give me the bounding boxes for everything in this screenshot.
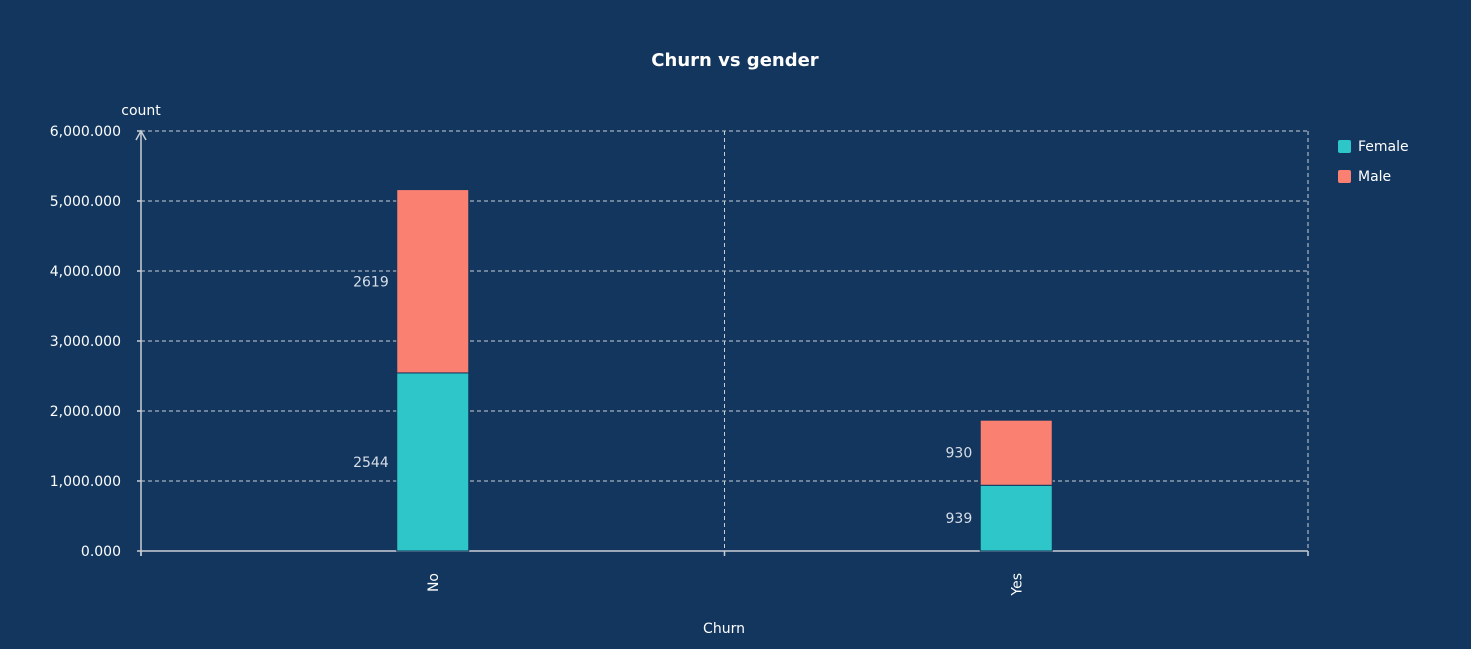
data-label-female-no: 2544 — [353, 455, 389, 471]
data-labels: 2544 2619 939 930 — [353, 274, 972, 527]
data-label-male-yes: 930 — [946, 446, 973, 462]
y-tick-label: 3,000.000 — [50, 334, 121, 350]
legend-label: Male — [1358, 169, 1391, 185]
chart-title: Churn vs gender — [651, 50, 819, 71]
x-tick-label: No — [426, 573, 442, 592]
legend-swatch — [1338, 140, 1351, 153]
y-tick-label: 5,000.000 — [50, 194, 121, 210]
legend-item-male[interactable]: Male — [1338, 169, 1391, 185]
x-axis-title: Churn — [703, 621, 745, 637]
legend: Female Male — [1338, 139, 1409, 185]
axes: 0.000 1,000.000 2,000.000 3,000.000 4,000.00… — [50, 124, 1309, 597]
data-label-female-yes: 939 — [946, 511, 973, 527]
legend-swatch — [1338, 170, 1351, 183]
y-tick-label: 4,000.000 — [50, 264, 121, 280]
bar-male-no — [396, 189, 470, 374]
bar-male-yes — [979, 419, 1053, 486]
y-axis-title: count — [121, 103, 161, 119]
legend-label: Female — [1358, 139, 1409, 155]
y-axis-arrow — [135, 129, 147, 141]
bar-female-yes — [979, 484, 1053, 552]
gridlines — [141, 130, 1309, 551]
y-tick-label: 0.000 — [81, 544, 121, 560]
legend-item-female[interactable]: Female — [1338, 139, 1409, 155]
data-label-male-no: 2619 — [353, 274, 389, 290]
y-tick-label: 1,000.000 — [50, 474, 121, 490]
y-tick-label: 2,000.000 — [50, 404, 121, 420]
bars — [396, 189, 1053, 552]
y-tick-label: 6,000.000 — [50, 124, 121, 140]
x-tick-label: Yes — [1009, 573, 1025, 597]
bar-female-no — [396, 372, 470, 552]
